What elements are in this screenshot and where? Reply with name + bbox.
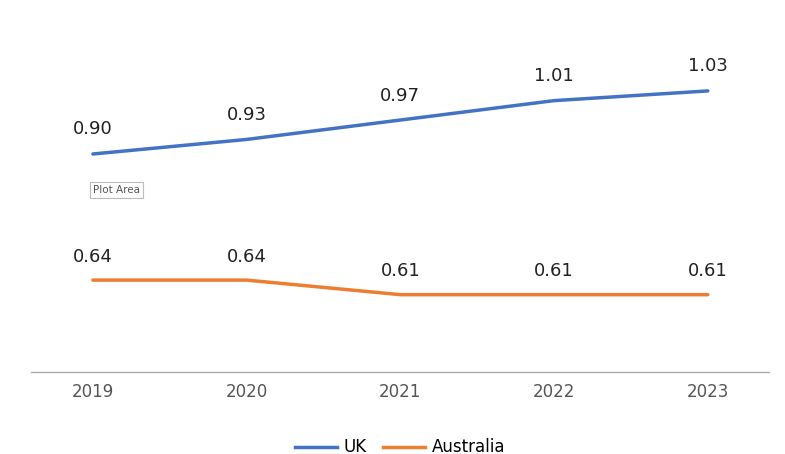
Text: 0.97: 0.97: [381, 87, 420, 104]
Text: 0.61: 0.61: [381, 262, 420, 280]
Text: 0.61: 0.61: [535, 262, 574, 280]
Text: 0.93: 0.93: [227, 106, 267, 124]
Legend: UK, Australia: UK, Australia: [289, 432, 512, 454]
Text: 1.01: 1.01: [535, 67, 574, 85]
Text: 0.64: 0.64: [227, 247, 267, 266]
Text: Plot Area: Plot Area: [93, 185, 140, 195]
Text: 0.61: 0.61: [688, 262, 728, 280]
Text: 1.03: 1.03: [688, 57, 728, 75]
Text: 0.64: 0.64: [73, 247, 113, 266]
Text: 0.90: 0.90: [73, 120, 113, 138]
